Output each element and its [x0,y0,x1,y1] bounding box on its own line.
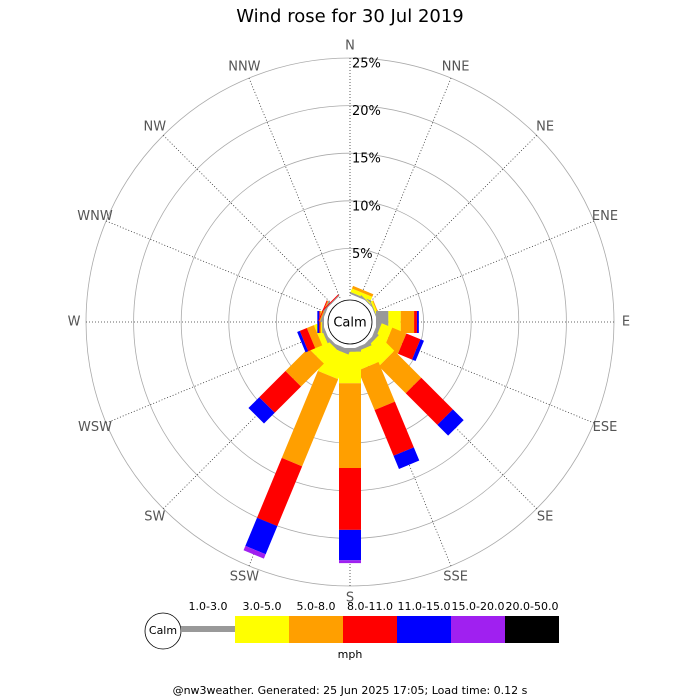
legend-label: 11.0-15.0 [398,600,451,613]
direction-label: WSW [78,420,112,435]
calm-label: Calm [333,316,366,331]
bar-segment [248,397,275,424]
bar-segment [412,339,424,362]
bar-segment [318,300,328,322]
bar-segment [393,447,420,469]
spoke [163,135,332,304]
direction-label: W [68,315,81,330]
direction-label: S [346,591,354,606]
spoke [373,220,595,313]
direction-label: WNW [77,209,113,224]
direction-label: SE [537,510,553,525]
bar-segment [339,529,361,561]
bar-segment [257,457,303,527]
direction-label: ENE [592,209,618,224]
spoke [368,135,537,304]
bar-segment [397,333,421,360]
legend-swatch [505,616,559,643]
bar-segment [374,401,414,456]
spoke [105,220,327,313]
bar-segment [297,330,309,353]
bar-segment [400,311,415,333]
legend-swatch [235,616,289,643]
r-tick-label: 25% [352,57,381,72]
bar-segment [437,409,464,436]
legend-calm-label: Calm [149,624,177,637]
legend-swatch [181,626,235,632]
direction-label: SSE [443,569,468,584]
spoke [105,331,327,424]
bar-segment [323,295,340,312]
legend-swatch [343,616,397,643]
direction-label: SSW [230,569,260,584]
r-tick-label: 5% [352,247,373,262]
bar-segment [245,517,278,555]
bar-segment [313,322,328,346]
direction-label: NNW [228,60,260,75]
bar-segment [339,383,361,468]
bar-segment [319,311,321,333]
bar-segment [414,311,417,333]
legend-swatch [397,616,451,643]
chart-title: Wind rose for 30 Jul 2019 [236,6,464,27]
bar-segment [416,311,419,333]
legend-label: 5.0-8.0 [297,600,336,613]
r-tick-label: 20% [352,104,381,119]
bar-segment [339,560,361,564]
bar-segment [285,348,324,387]
bar-segment [259,370,302,413]
legend-label: 3.0-5.0 [243,600,282,613]
direction-label: E [622,315,630,330]
direction-label: ESE [593,420,618,435]
bar-segment [350,288,373,301]
r-tick-label: 15% [352,152,381,167]
calm-circle [327,299,373,345]
bar-segment [339,467,361,530]
legend-label: 8.0-11.0 [347,600,393,613]
legend-label: 1.0-3.0 [189,600,228,613]
legend: Calm 1.0-3.0 3.0-5.0 5.0-8.0 8.0-11.0 11.0-15… [144,600,559,661]
direction-label: SW [144,510,165,525]
bar-segment [281,370,339,467]
r-tick-label: 10% [352,199,381,214]
legend-swatch [451,616,505,643]
bar-segment [299,327,316,352]
bar-segment [306,325,323,349]
bar-segment [243,545,266,559]
bar-segment [378,350,422,394]
rose: 5% 10% 15% 20% 25% N NNE NE ENE E ESE SE SSE S SSW SW WS… [68,39,631,606]
spoke [359,77,452,299]
footer: @nw3weather. Generated: 25 Jun 2025 17:0… [173,684,528,697]
legend-swatch [289,616,343,643]
bar-segment [322,294,339,311]
bar-segment [351,285,374,297]
direction-label: NE [536,119,554,134]
bar-segment [358,362,395,411]
direction-label: NW [144,119,167,134]
direction-label: NNE [442,60,470,75]
legend-label: 15.0-20.0 [452,600,505,613]
spoke [248,77,341,299]
bar-segment [405,377,453,425]
legend-label: 20.0-50.0 [506,600,559,613]
direction-label: N [345,39,355,54]
unit-label: mph [338,648,363,661]
bar-segment [317,311,320,333]
